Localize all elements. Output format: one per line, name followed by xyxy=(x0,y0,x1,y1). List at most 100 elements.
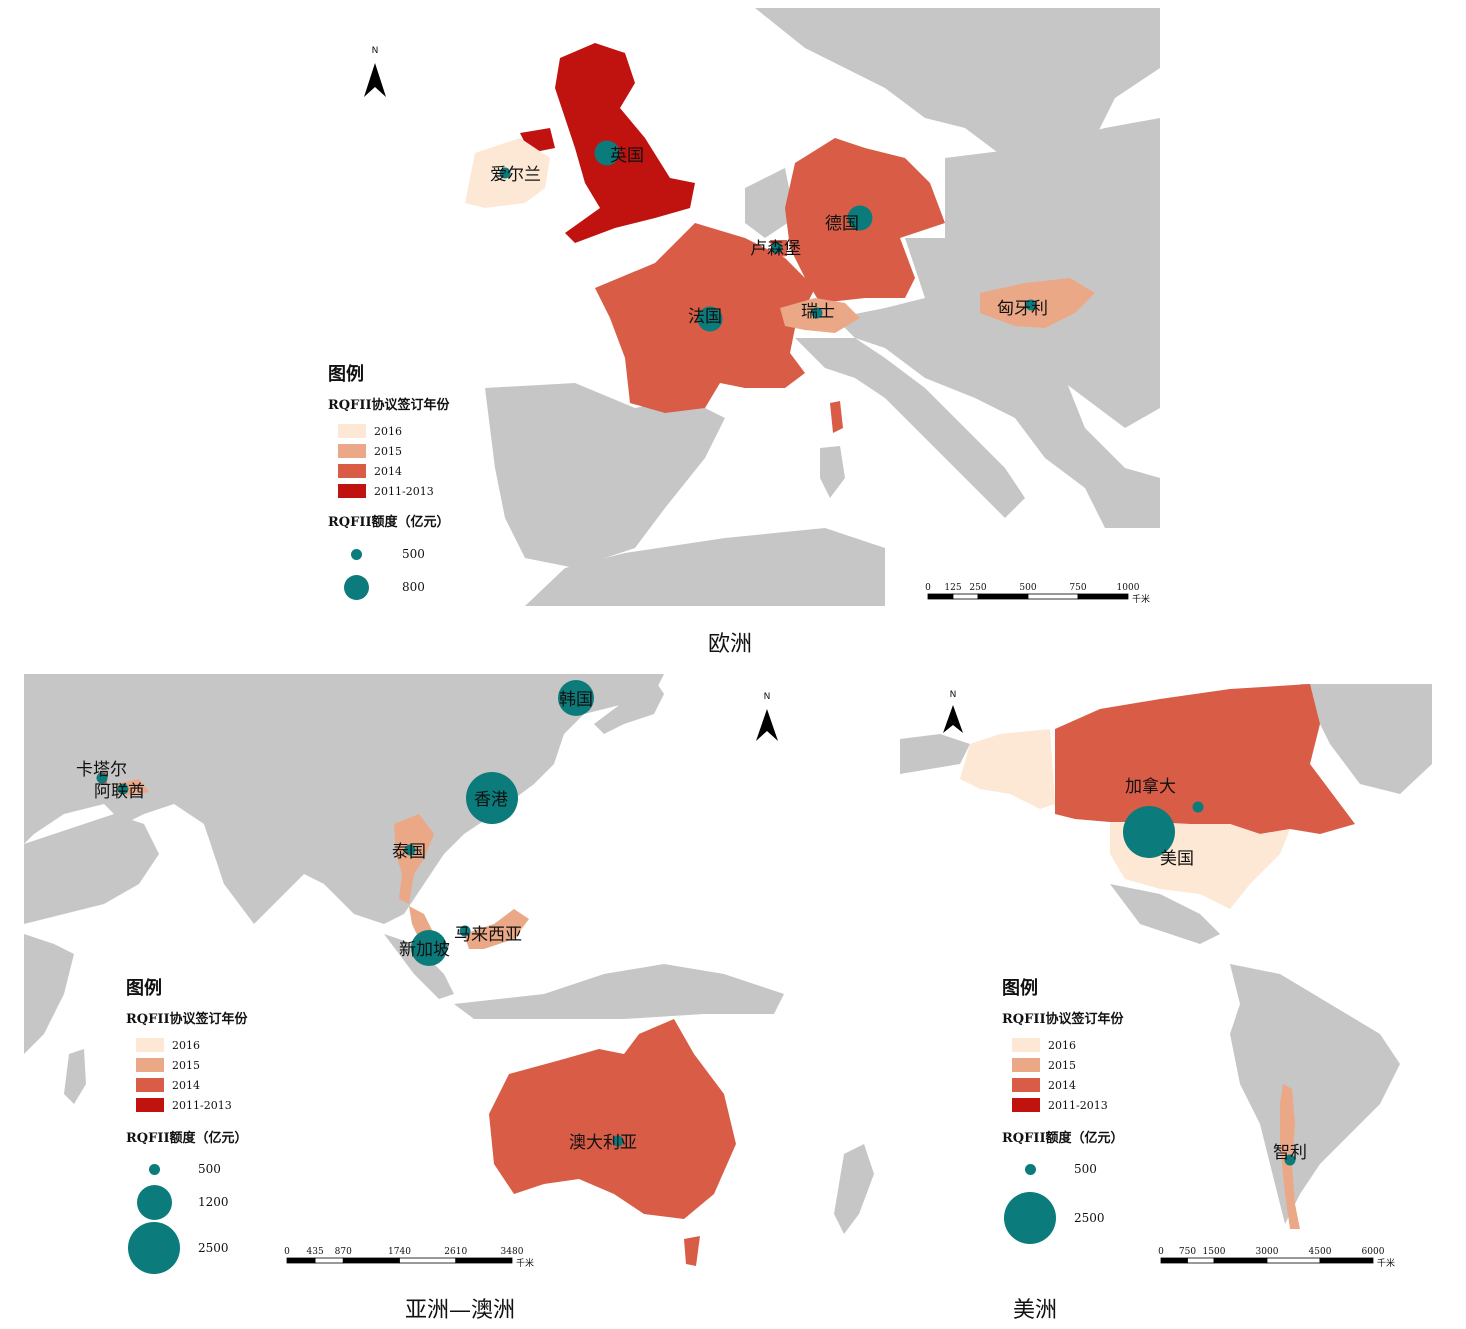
scale-tick-label: 1000 xyxy=(1117,583,1140,593)
new-zealand-land xyxy=(834,1144,874,1234)
legend-year-2014: 2014 xyxy=(126,1075,326,1095)
country-label: 韩国 xyxy=(559,690,593,710)
legend-title: 图例 xyxy=(328,364,364,385)
australia-shape xyxy=(489,1019,736,1219)
legend-quota-500: 500 xyxy=(126,1154,326,1184)
country-label: 新加坡 xyxy=(399,940,450,960)
america-caption: 美洲 xyxy=(1012,1298,1057,1323)
north-label: N xyxy=(372,46,379,56)
mexico-central-america-land xyxy=(1110,884,1220,944)
scale-segment xyxy=(342,1257,400,1264)
quota-bubble-马来西亚 xyxy=(459,925,471,937)
country-label: 泰国 xyxy=(392,842,426,862)
legend-year-2014: 2014 xyxy=(328,461,498,481)
quota-bubble-匈牙利 xyxy=(1025,299,1037,311)
legend-quota-1200: 1200 xyxy=(126,1184,326,1220)
scale-tick-label: 0 xyxy=(1158,1247,1164,1257)
country-label: 阿联酋 xyxy=(94,782,145,802)
country-label: 卢森堡 xyxy=(750,239,801,259)
central-europe-land xyxy=(835,238,1160,528)
hungary-shape xyxy=(980,278,1095,328)
country-label: 英国 xyxy=(610,146,644,166)
tasmania-shape xyxy=(684,1236,700,1266)
scale-segment xyxy=(1319,1257,1374,1264)
scale-segment xyxy=(1027,593,1079,600)
scale-segment xyxy=(977,593,1029,600)
legend-year-title: RQFII协议签订年份 xyxy=(126,1012,248,1027)
legend-year-label: 2014 xyxy=(1048,1078,1076,1092)
quota-bubble-爱尔兰 xyxy=(499,167,511,179)
quota-bubble-韩国 xyxy=(558,680,594,716)
legend-quota-label: 500 xyxy=(1074,1162,1097,1176)
north-africa-land xyxy=(525,528,885,606)
legend-title: 图例 xyxy=(1002,978,1038,999)
scale-segment xyxy=(1213,1257,1268,1264)
madagascar-land xyxy=(64,1049,86,1104)
legend-year-2016: 2016 xyxy=(126,1035,326,1055)
quota-bubble-香港 xyxy=(466,772,518,824)
quota-bubble-澳大利亚 xyxy=(612,1135,624,1147)
scale-tick-label: 750 xyxy=(1069,583,1086,593)
legend-year-label: 2011-2013 xyxy=(1048,1098,1108,1112)
thailand-shape xyxy=(394,814,434,904)
scale-tick-label: 1740 xyxy=(388,1247,411,1257)
arabia-land xyxy=(24,814,159,924)
legend-year-2015: 2015 xyxy=(126,1055,326,1075)
quota-bubble-智利 xyxy=(1284,1154,1296,1166)
legend-quota-label: 800 xyxy=(402,580,425,594)
malaysia-borneo-shape xyxy=(464,909,529,949)
africa-horn-land xyxy=(24,934,74,1054)
legend-quota-label: 2500 xyxy=(198,1241,229,1255)
country-label: 澳大利亚 xyxy=(569,1133,637,1153)
scale-tick-label: 6000 xyxy=(1362,1247,1385,1257)
legend-year-label: 2011-2013 xyxy=(172,1098,232,1112)
legend-quota-500: 500 xyxy=(1002,1154,1202,1184)
quota-bubble-卡塔尔 xyxy=(96,772,108,784)
sumatra-land xyxy=(384,934,454,999)
scale-tick-label: 3000 xyxy=(1256,1247,1279,1257)
scale-tick-label: 750 xyxy=(1179,1247,1196,1257)
scale-segment xyxy=(952,593,979,600)
scale-tick-label: 250 xyxy=(969,583,986,593)
quota-bubble-英国 xyxy=(594,140,620,166)
legend-year-label: 2016 xyxy=(374,424,402,438)
south-america-land xyxy=(1230,964,1400,1224)
scale-segment xyxy=(399,1257,457,1264)
quota-bubble-卢森堡 xyxy=(771,242,783,254)
alaska-shape xyxy=(960,729,1055,809)
legend-year-2016: 2016 xyxy=(328,421,498,441)
italy-land xyxy=(795,338,1025,518)
scale-tick-label: 500 xyxy=(1019,583,1036,593)
russia-far-east-land xyxy=(900,734,970,774)
greenland-land xyxy=(1300,684,1432,794)
scale-tick-label: 870 xyxy=(335,1247,352,1257)
quota-bubble-新加坡 xyxy=(411,930,447,966)
quota-bubble-美国 xyxy=(1123,806,1175,858)
scale-segment xyxy=(927,593,954,600)
scale-unit-label: 千米 xyxy=(1132,593,1150,605)
canada-shape xyxy=(1055,684,1355,834)
legend-year-label: 2011-2013 xyxy=(374,484,434,498)
legend-year-label: 2015 xyxy=(374,444,402,458)
scale-unit-label: 千米 xyxy=(516,1257,534,1269)
asia-map: 韩国 香港 卡塔尔 阿联酋 泰国 新加坡 马来西亚 澳大利亚 N 0 435 870 1740 261… xyxy=(24,674,876,1272)
legend-quota-label: 2500 xyxy=(1074,1211,1105,1225)
scale-segment xyxy=(1266,1257,1321,1264)
scale-tick-label: 0 xyxy=(284,1247,290,1257)
legend-quota-title: RQFII额度（亿元） xyxy=(126,1131,248,1146)
eastern-europe-land xyxy=(945,118,1160,428)
country-label: 香港 xyxy=(474,790,508,810)
country-label: 法国 xyxy=(688,307,722,327)
scandinavia-land xyxy=(755,8,1160,178)
japan-land xyxy=(594,679,664,734)
scale-tick-label: 2610 xyxy=(444,1247,467,1257)
legend-quota-2500: 2500 xyxy=(126,1220,326,1276)
legend-year-2011-2013: 2011-2013 xyxy=(126,1095,326,1115)
quota-bubble-加拿大 xyxy=(1192,801,1204,813)
north-label: N xyxy=(764,692,771,702)
scale-tick-label: 3480 xyxy=(501,1247,524,1257)
